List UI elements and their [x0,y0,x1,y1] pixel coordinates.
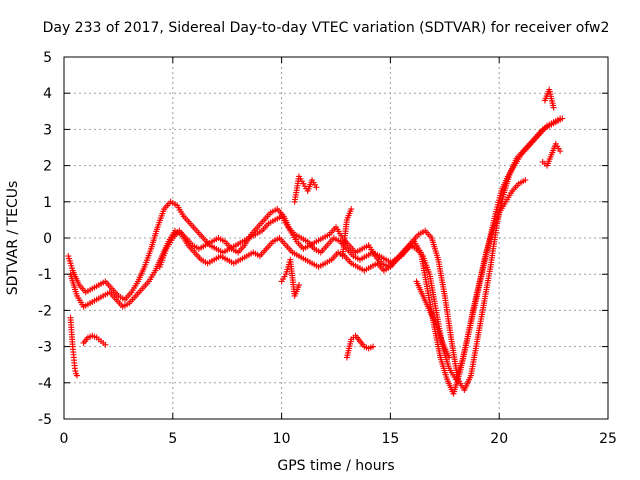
x-tick-label: 25 [599,431,617,447]
data-point [557,148,564,155]
y-tick-label: 4 [43,86,52,102]
data-point [313,184,320,191]
data-point [550,104,557,111]
chart-title: Day 233 of 2017, Sidereal Day-to-day VTE… [43,20,610,36]
y-tick-label: 3 [43,122,52,138]
x-tick-label: 0 [60,431,69,447]
y-tick-label: 1 [43,195,52,211]
y-tick-label: -3 [38,340,52,356]
data-point [446,354,453,361]
y-tick-label: 0 [43,231,52,247]
y-axis-label: SDTVAR / TECUs [5,181,21,296]
axis-ticks: 0 5 10 15 20 25 -5 -4 -3 -2 -1 0 1 2 3 4 5 [38,50,617,447]
data-point [557,115,564,122]
y-tick-label: 5 [43,50,52,66]
data-point [296,282,303,289]
x-tick-label: 5 [168,431,177,447]
data-point [348,206,355,213]
y-tick-label: -2 [38,303,52,319]
y-tick-label: 2 [43,159,52,175]
grid [64,57,608,419]
x-tick-label: 10 [273,431,291,447]
y-tick-label: -4 [38,376,52,392]
data-point [74,372,81,379]
data-point [522,177,529,184]
x-tick-label: 20 [490,431,508,447]
y-tick-label: -1 [38,267,52,283]
x-axis-label: GPS time / hours [277,458,394,474]
y-tick-label: -5 [38,412,52,428]
data-point [369,343,376,350]
data-point [102,341,109,348]
x-tick-label: 15 [381,431,399,447]
data-marks [65,86,566,397]
